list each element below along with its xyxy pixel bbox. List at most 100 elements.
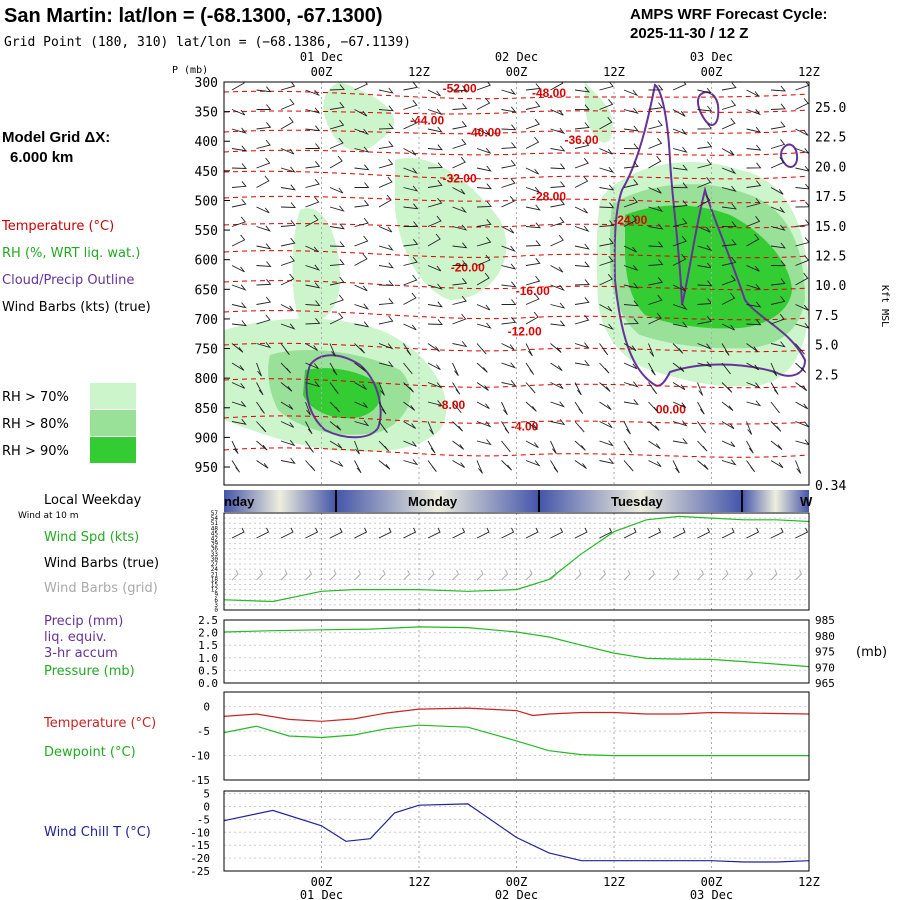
wind-barb: [526, 119, 539, 129]
wind-barb: [502, 344, 515, 350]
wind-barb: [747, 90, 760, 96]
wind-barb: [673, 438, 687, 443]
wind-barb: [624, 382, 637, 387]
pressure-tick: 450: [195, 165, 218, 180]
wind-barb: [232, 128, 246, 133]
surface-wind-barb-grid: [281, 570, 287, 580]
wind-barb: [600, 344, 608, 355]
model-grid-label: Model Grid ΔX:: [2, 129, 110, 146]
pressure-axis-right: 985980975970965: [815, 614, 835, 690]
wind-chill-tick: 5: [203, 788, 210, 801]
wind-chill-label: Wind Chill T (°C): [44, 825, 151, 840]
wind-barb: [796, 98, 809, 109]
wind-barb: [477, 383, 489, 391]
kft-tick: 5.0: [815, 339, 838, 354]
wind-barb: [575, 226, 588, 231]
temperature-tick: -15: [190, 774, 210, 787]
wind-barb: [404, 149, 416, 156]
wind-barb: [477, 344, 486, 355]
surface-wind-barb-grid: [379, 570, 385, 580]
wind-barb: [600, 422, 613, 428]
wind-barb: [575, 402, 583, 414]
wind-barb: [232, 164, 246, 169]
wind-barb: [698, 142, 712, 149]
weekday-label-3: Tuesday: [611, 494, 664, 509]
wind-barb: [379, 245, 393, 250]
pressure-unit-label: (mb): [856, 645, 887, 660]
wind-barb: [306, 461, 315, 471]
surface-wind-barb-grid: [771, 570, 777, 580]
wind-barb: [257, 207, 270, 213]
precip-tick: 2.0: [198, 627, 218, 640]
pressure-tick: 500: [195, 194, 218, 209]
accum-label: 3-hr accum: [44, 646, 118, 661]
pressure-panel: 2.52.01.51.00.50.0 985980975970965 (mb): [198, 614, 887, 690]
wind-barb: [551, 164, 565, 169]
wind-barb: [771, 104, 785, 110]
pressure-tick-right: 980: [815, 630, 835, 643]
rh70-swatch: [90, 383, 136, 409]
top-date-label: 02 Dec: [495, 50, 538, 64]
wind-barb: [404, 275, 417, 285]
kft-tick: 10.0: [815, 279, 846, 294]
wind-barb: [698, 383, 703, 396]
wind-barb: [257, 279, 271, 285]
wind-barb: [404, 82, 418, 90]
surface-wind-barb: [526, 528, 538, 538]
wind-barb: [771, 122, 785, 129]
rh80-label: RH > 80%: [2, 417, 69, 432]
wind-barb: [575, 244, 589, 249]
bottom-time-axis: 00Z12Z00Z12Z00Z12Z01 Dec02 Dec03 Dec: [300, 875, 820, 900]
kft-tick: 25.0: [815, 101, 846, 116]
wind-barb: [330, 188, 343, 194]
top-hour-tick: 12Z: [798, 65, 820, 79]
wind-barb: [232, 78, 244, 90]
wind-barb: [453, 461, 465, 468]
precip-label: Precip (mm): [44, 614, 123, 629]
wind-barb: [526, 383, 535, 394]
wind-barb: [379, 316, 393, 324]
wind-barb: [551, 266, 563, 273]
wind-barb: [747, 401, 761, 406]
temperature-isoline-label: -52.00: [443, 82, 477, 96]
wind-barb: [526, 363, 534, 375]
wind-barb: [453, 383, 460, 395]
wind-barb: [232, 235, 245, 246]
wind-barb: [232, 199, 246, 207]
legend-wind-barbs: Wind Barbs (kts) (true): [2, 300, 151, 315]
temperature-isoline-label: -32.00: [443, 172, 477, 186]
surface-wind-barb-grid: [649, 570, 655, 580]
temperature-isoline-label: -48.00: [532, 86, 566, 100]
rh90-swatch: [90, 437, 136, 463]
wind-barb: [771, 402, 780, 413]
wind-barb: [575, 176, 588, 187]
bottom-hour-tick: 12Z: [603, 875, 625, 889]
wind-barb: [600, 441, 613, 446]
surface-wind-barb-grid: [673, 570, 679, 580]
wind-barb: [355, 254, 367, 266]
wind-chill-panel-grid: [224, 791, 809, 871]
wind-barb: [379, 88, 393, 93]
surface-wind-barb-grid: [453, 570, 459, 580]
wind-barb: [355, 236, 368, 246]
wind-barb: [281, 238, 295, 246]
wind-barb: [477, 305, 490, 311]
surface-wind-barb-grid: [624, 570, 630, 580]
wind-barb: [306, 108, 320, 113]
temperature-tick: -5: [197, 725, 210, 738]
pressure-tick-right: 985: [815, 614, 835, 627]
wind-barb: [281, 274, 294, 285]
wind-barb: [575, 207, 588, 213]
top-hour-tick: 00Z: [311, 65, 333, 79]
weekday-band-bg-4: [742, 490, 809, 512]
wind-barb: [624, 126, 638, 131]
kft-axis: 25.022.520.017.515.012.510.07.55.02.50.3…: [815, 101, 846, 494]
surface-wind-barb-grid: [306, 570, 312, 580]
wind-barb: [257, 87, 271, 92]
surface-wind-barb: [306, 528, 318, 538]
surface-wind-barb-grid: [330, 570, 336, 580]
precip-tick: 0.0: [198, 677, 218, 690]
pressure-tick: 800: [195, 372, 218, 387]
wind-barb: [575, 360, 589, 365]
wind-barb: [600, 167, 613, 172]
